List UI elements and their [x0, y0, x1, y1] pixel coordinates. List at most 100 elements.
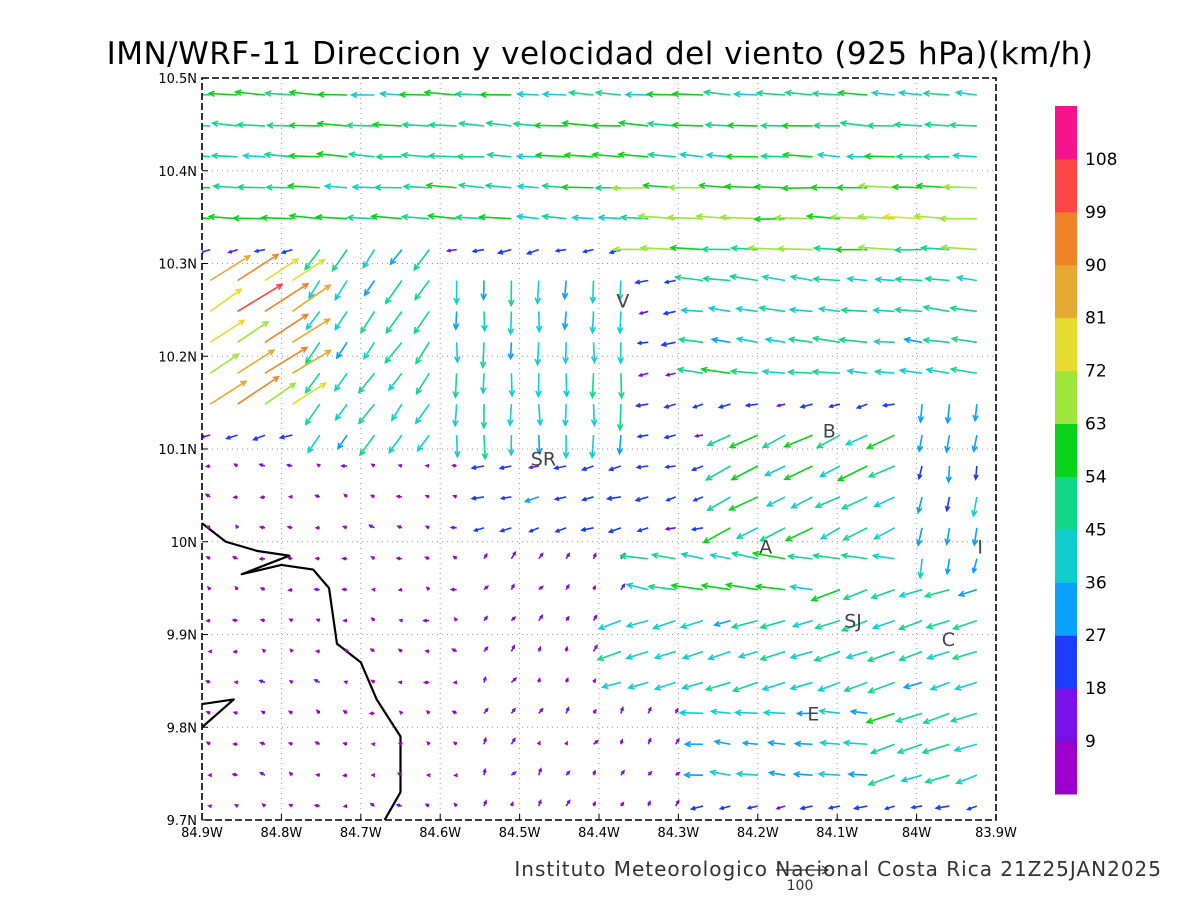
wind-vector	[712, 619, 731, 627]
wind-vector	[484, 182, 512, 190]
wind-vector	[286, 182, 320, 190]
wind-vector	[457, 120, 485, 128]
wind-vector	[590, 342, 598, 364]
wind-vector	[305, 310, 321, 331]
wind-vector	[709, 708, 731, 716]
wind-vector	[457, 182, 485, 189]
colorbar-label: 45	[1085, 520, 1107, 540]
wind-vector	[455, 153, 485, 161]
wind-vector	[470, 495, 485, 501]
wind-vector	[340, 463, 348, 468]
wind-vector	[398, 618, 404, 623]
wind-vector	[660, 341, 676, 348]
colorbar-label: 18	[1085, 679, 1107, 699]
wind-vector	[753, 183, 786, 191]
wind-vector	[384, 280, 403, 305]
wind-vector	[202, 93, 211, 96]
wind-vector	[291, 349, 333, 374]
wind-vector	[499, 495, 512, 501]
location-labels: V B SR A I SJ C E	[531, 291, 983, 726]
wind-vector	[754, 583, 786, 591]
wind-vector	[842, 527, 868, 541]
wind-vector	[916, 434, 924, 453]
wind-vector	[784, 527, 813, 542]
wind-vector	[634, 279, 649, 285]
wind-vector	[481, 311, 488, 333]
x-tick-label: 84.7W	[340, 826, 382, 841]
wind-vector	[258, 771, 266, 776]
wind-vector	[370, 587, 376, 592]
wind-vector	[786, 368, 813, 376]
wind-vector	[316, 91, 348, 98]
wind-vector	[816, 151, 841, 159]
y-tick-label: 10.2N	[158, 350, 197, 365]
wind-vector	[347, 151, 375, 158]
wind-vector	[510, 677, 518, 684]
wind-vector	[951, 152, 977, 160]
wind-vector	[780, 184, 813, 192]
wind-vector	[342, 804, 348, 809]
wind-vector	[680, 681, 704, 690]
wind-vector	[259, 741, 266, 746]
wind-vector	[231, 556, 238, 560]
wind-vector	[866, 122, 895, 130]
wind-vector	[231, 772, 238, 777]
wind-vector	[479, 373, 487, 395]
wind-vector	[452, 373, 459, 399]
wind-vector	[898, 619, 923, 631]
y-tick-label: 10.5N	[158, 72, 197, 87]
wind-vector	[881, 402, 895, 408]
wind-vector	[873, 496, 896, 508]
wind-vector	[331, 249, 348, 273]
wind-vector	[663, 403, 676, 409]
wind-vector	[589, 373, 596, 400]
wind-vector	[210, 120, 238, 127]
wind-vector	[535, 435, 543, 456]
wind-vector	[564, 645, 569, 652]
wind-vector	[635, 464, 649, 470]
wind-vector	[819, 465, 841, 478]
wind-vector	[486, 151, 512, 159]
y-tick-label: 10.4N	[158, 165, 197, 180]
wind-vector	[454, 214, 485, 221]
wind-vector	[675, 771, 681, 776]
wind-vector	[966, 805, 978, 811]
wind-vector	[620, 801, 625, 807]
wind-vector	[894, 276, 923, 283]
wind-vector	[424, 649, 430, 654]
wind-vector	[840, 552, 868, 560]
wind-vector	[205, 741, 211, 746]
wind-vector	[944, 496, 951, 513]
wind-vector	[639, 244, 676, 252]
wind-vector	[620, 583, 626, 591]
wind-vector	[792, 770, 813, 778]
wind-vector	[378, 90, 402, 98]
wind-vector	[259, 587, 266, 591]
wind-vector	[287, 152, 320, 160]
wind-vector	[827, 805, 841, 810]
colorbar-label: 72	[1085, 362, 1107, 382]
wind-vector	[729, 368, 758, 375]
wind-vector	[232, 649, 238, 654]
wind-vector	[564, 677, 569, 683]
wind-vector	[699, 366, 731, 375]
wind-vector	[225, 434, 238, 440]
wind-vector	[948, 305, 977, 313]
wind-vector	[314, 525, 320, 530]
wind-vector	[710, 336, 731, 344]
wind-vector	[902, 681, 923, 690]
colorbar-label: 99	[1085, 203, 1107, 223]
wind-vector	[426, 212, 457, 220]
wind-vector	[371, 121, 402, 129]
wind-vector	[872, 527, 896, 540]
wind-vector	[618, 553, 649, 560]
wind-vector	[590, 151, 621, 159]
wind-vector	[334, 403, 348, 422]
wind-vector	[664, 464, 676, 470]
wind-vector	[341, 556, 348, 561]
wind-vector	[453, 616, 458, 622]
wind-vector	[385, 310, 403, 335]
wind-vector	[709, 552, 731, 560]
wind-vector	[708, 769, 731, 776]
wind-vector	[840, 496, 868, 510]
